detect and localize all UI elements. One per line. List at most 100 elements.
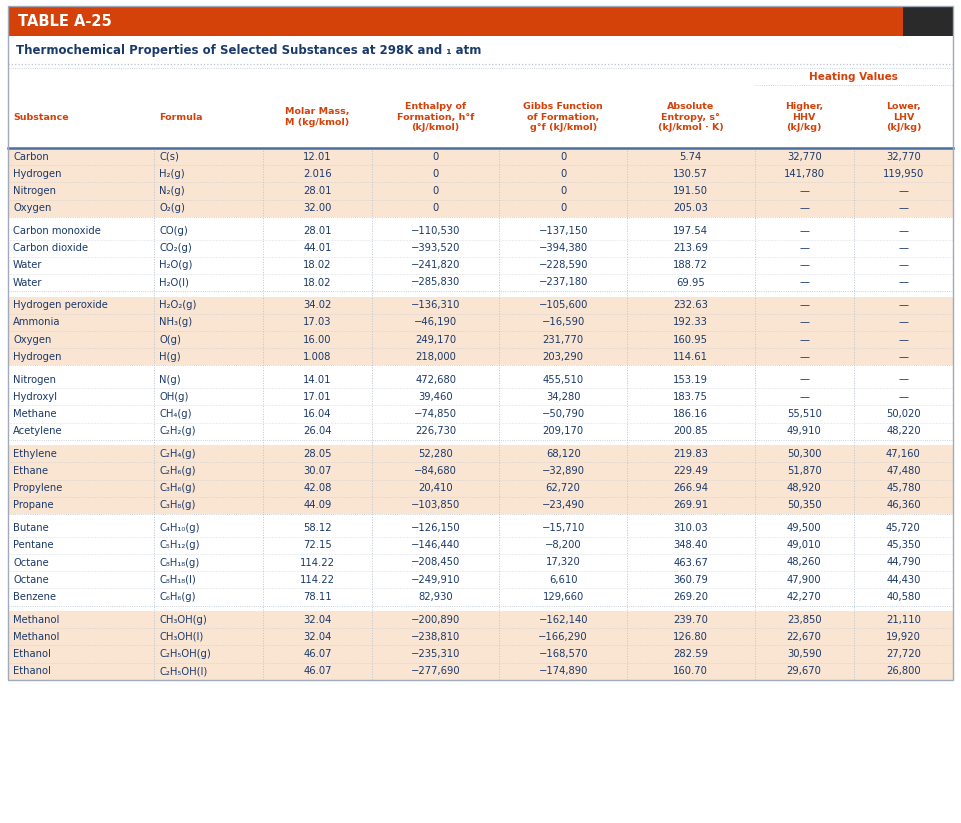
Text: 114.22: 114.22	[300, 574, 335, 584]
Text: 52,280: 52,280	[418, 449, 453, 458]
Text: 45,720: 45,720	[886, 523, 921, 533]
Text: 34,280: 34,280	[546, 392, 580, 402]
Text: 45,780: 45,780	[886, 483, 921, 493]
Text: C₂H₅OH(g): C₂H₅OH(g)	[160, 649, 211, 659]
Text: C₄H₁₀(g): C₄H₁₀(g)	[160, 523, 200, 533]
Text: 239.70: 239.70	[674, 615, 708, 625]
Text: Gibbs Function
of Formation,
g°f (kJ/kmol): Gibbs Function of Formation, g°f (kJ/kmo…	[524, 102, 604, 132]
Text: 269.20: 269.20	[674, 592, 708, 602]
Text: Nitrogen: Nitrogen	[13, 186, 56, 196]
Text: 55,510: 55,510	[787, 409, 822, 419]
Text: 50,350: 50,350	[787, 500, 822, 510]
Text: Substance: Substance	[13, 113, 68, 122]
Text: 58.12: 58.12	[303, 523, 332, 533]
Text: −23,490: −23,490	[542, 500, 584, 510]
Text: 310.03: 310.03	[674, 523, 708, 533]
Text: Ethanol: Ethanol	[13, 649, 51, 659]
Text: −174,890: −174,890	[538, 666, 588, 677]
Text: 232.63: 232.63	[674, 300, 708, 310]
Text: —: —	[899, 335, 908, 345]
Text: 62,720: 62,720	[546, 483, 580, 493]
Text: 12.01: 12.01	[303, 151, 332, 161]
Text: 30.07: 30.07	[304, 466, 332, 476]
Text: 32,770: 32,770	[787, 151, 822, 161]
Text: N₂(g): N₂(g)	[160, 186, 185, 196]
Text: Hydroxyl: Hydroxyl	[13, 392, 57, 402]
Text: 192.33: 192.33	[674, 318, 708, 328]
Text: 455,510: 455,510	[543, 374, 583, 384]
Text: Methanol: Methanol	[13, 632, 60, 642]
Text: 17,320: 17,320	[546, 557, 580, 568]
Text: H₂O₂(g): H₂O₂(g)	[160, 300, 197, 310]
Text: Absolute
Entropy, s°
(kJ/kmol · K): Absolute Entropy, s° (kJ/kmol · K)	[658, 102, 724, 132]
Text: −241,820: −241,820	[411, 260, 460, 270]
Text: 26.04: 26.04	[304, 426, 332, 436]
Text: Benzene: Benzene	[13, 592, 56, 602]
Text: 19,920: 19,920	[886, 632, 921, 642]
Text: 130.57: 130.57	[674, 169, 708, 179]
Text: 203,290: 203,290	[543, 351, 583, 362]
Text: Enthalpy of
Formation, h°f
(kJ/kmol): Enthalpy of Formation, h°f (kJ/kmol)	[397, 102, 475, 132]
Text: 44.09: 44.09	[304, 500, 332, 510]
Text: 160.70: 160.70	[674, 666, 708, 677]
Text: −238,810: −238,810	[411, 632, 460, 642]
Text: 44,430: 44,430	[886, 574, 921, 584]
Text: 49,500: 49,500	[787, 523, 822, 533]
Bar	[8, 222, 953, 291]
Text: 0: 0	[432, 169, 439, 179]
Text: —: —	[800, 260, 809, 270]
Text: −103,850: −103,850	[411, 500, 460, 510]
Text: C₂H₆(g): C₂H₆(g)	[160, 466, 196, 476]
Text: C(s): C(s)	[160, 151, 180, 161]
Text: 2.016: 2.016	[303, 169, 332, 179]
Text: C₈H₁₈(l): C₈H₁₈(l)	[160, 574, 196, 584]
Text: −249,910: −249,910	[411, 574, 460, 584]
Text: −84,680: −84,680	[414, 466, 457, 476]
Text: 48,920: 48,920	[787, 483, 822, 493]
Text: 72.15: 72.15	[303, 541, 332, 551]
Text: —: —	[800, 351, 809, 362]
Text: 348.40: 348.40	[674, 541, 708, 551]
Text: 40,580: 40,580	[886, 592, 921, 602]
Text: OH(g): OH(g)	[160, 392, 189, 402]
Text: 160.95: 160.95	[674, 335, 708, 345]
Text: C₅H₁₂(g): C₅H₁₂(g)	[160, 541, 200, 551]
Bar	[8, 445, 953, 514]
Text: 114.61: 114.61	[674, 351, 708, 362]
Text: 20,410: 20,410	[418, 483, 453, 493]
Text: 218,000: 218,000	[415, 351, 456, 362]
Text: 30,590: 30,590	[787, 649, 822, 659]
Text: Ethane: Ethane	[13, 466, 48, 476]
Text: 45,350: 45,350	[886, 541, 921, 551]
Text: 129,660: 129,660	[543, 592, 584, 602]
Text: 48,260: 48,260	[787, 557, 822, 568]
Text: 47,160: 47,160	[886, 449, 921, 458]
Text: Oxygen: Oxygen	[13, 203, 51, 213]
Text: 82,930: 82,930	[418, 592, 453, 602]
Text: −208,450: −208,450	[411, 557, 460, 568]
Text: Water: Water	[13, 260, 42, 270]
Text: —: —	[800, 243, 809, 253]
Text: 32.00: 32.00	[304, 203, 332, 213]
Text: 205.03: 205.03	[674, 203, 708, 213]
Text: 197.54: 197.54	[674, 226, 708, 236]
Text: H(g): H(g)	[160, 351, 181, 362]
Text: −168,570: −168,570	[538, 649, 588, 659]
Text: Higher,
HHV
(kJ/kg): Higher, HHV (kJ/kg)	[785, 102, 824, 132]
Text: 29,670: 29,670	[787, 666, 822, 677]
Text: O₂(g): O₂(g)	[160, 203, 185, 213]
Text: O(g): O(g)	[160, 335, 182, 345]
Text: H₂O(l): H₂O(l)	[160, 277, 189, 287]
Text: 213.69: 213.69	[674, 243, 708, 253]
Text: CH₃OH(l): CH₃OH(l)	[160, 632, 204, 642]
Text: 34.02: 34.02	[304, 300, 332, 310]
Text: 22,670: 22,670	[787, 632, 822, 642]
Text: −146,440: −146,440	[411, 541, 460, 551]
Text: 46.07: 46.07	[304, 666, 332, 677]
Text: —: —	[899, 226, 908, 236]
Text: Ethylene: Ethylene	[13, 449, 57, 458]
Text: 14.01: 14.01	[304, 374, 332, 384]
Text: 269.91: 269.91	[674, 500, 708, 510]
Text: 46,360: 46,360	[886, 500, 921, 510]
Text: 119,950: 119,950	[883, 169, 924, 179]
